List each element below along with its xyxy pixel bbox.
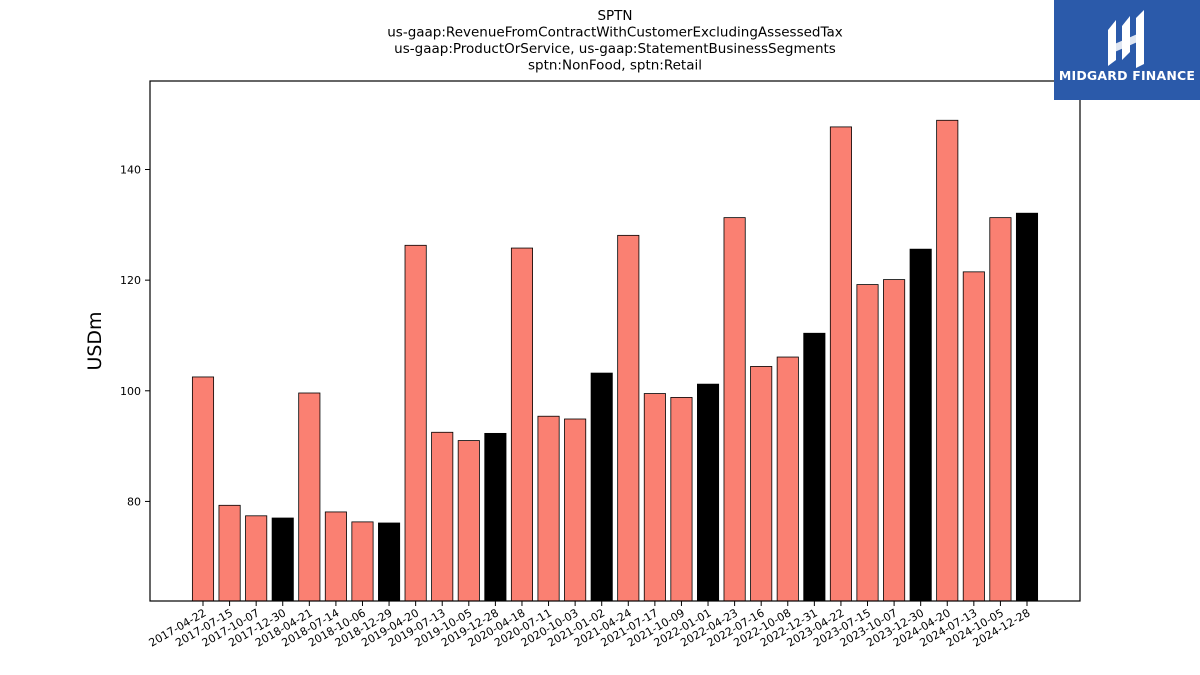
- bar: [245, 515, 268, 602]
- bar: [643, 393, 666, 602]
- y-tick-label: 80: [127, 495, 141, 508]
- bar: [404, 244, 427, 602]
- bar: [856, 284, 879, 602]
- bar: [218, 504, 241, 602]
- bar: [351, 521, 374, 602]
- x-axis-ticks: 2017-04-222017-07-152017-10-072017-12-30…: [147, 601, 1033, 650]
- bar: [989, 217, 1012, 602]
- bar: [484, 432, 507, 602]
- chart-title: SPTNus-gaap:RevenueFromContractWithCusto…: [387, 8, 843, 74]
- bar: [324, 511, 347, 602]
- midgard-logo-icon: [1108, 10, 1144, 68]
- bar: [883, 279, 906, 602]
- y-tick-label: 100: [120, 385, 141, 398]
- bar: [829, 126, 852, 602]
- chart-title-line: us-gaap:ProductOrService, us-gaap:Statem…: [394, 41, 836, 57]
- bar: [909, 248, 932, 602]
- bar: [697, 383, 720, 602]
- bar: [776, 356, 799, 602]
- bar: [298, 392, 321, 602]
- bar: [564, 418, 587, 602]
- midgard-finance-logo: MIDGARD FINANCE: [1054, 0, 1200, 100]
- bar: [510, 247, 533, 602]
- bar: [936, 119, 959, 602]
- bar: [750, 366, 773, 602]
- bar: [962, 271, 985, 602]
- bar: [271, 517, 294, 602]
- plot-area-frame: [149, 80, 1081, 602]
- bar: [537, 415, 560, 602]
- bar: [431, 431, 454, 602]
- y-axis-label: USDm: [84, 311, 106, 370]
- bar: [457, 440, 480, 602]
- bar: [670, 397, 693, 602]
- bar: [723, 217, 746, 602]
- bars-group: [191, 119, 1039, 602]
- bar: [590, 372, 613, 602]
- bar: [617, 234, 640, 602]
- bar: [1015, 212, 1039, 602]
- bar: [803, 332, 826, 602]
- bar: [378, 522, 401, 602]
- chart-title-line: sptn:NonFood, sptn:Retail: [528, 58, 702, 74]
- y-tick-label: 120: [120, 274, 141, 287]
- chart-title-line: SPTN: [597, 8, 632, 24]
- bar: [191, 376, 215, 602]
- y-axis-ticks: 80 100 120 140: [120, 164, 150, 508]
- logo-text: MIDGARD FINANCE: [1058, 68, 1196, 83]
- chart-title-line: us-gaap:RevenueFromContractWithCustomerE…: [387, 25, 843, 41]
- y-tick-label: 140: [120, 164, 141, 177]
